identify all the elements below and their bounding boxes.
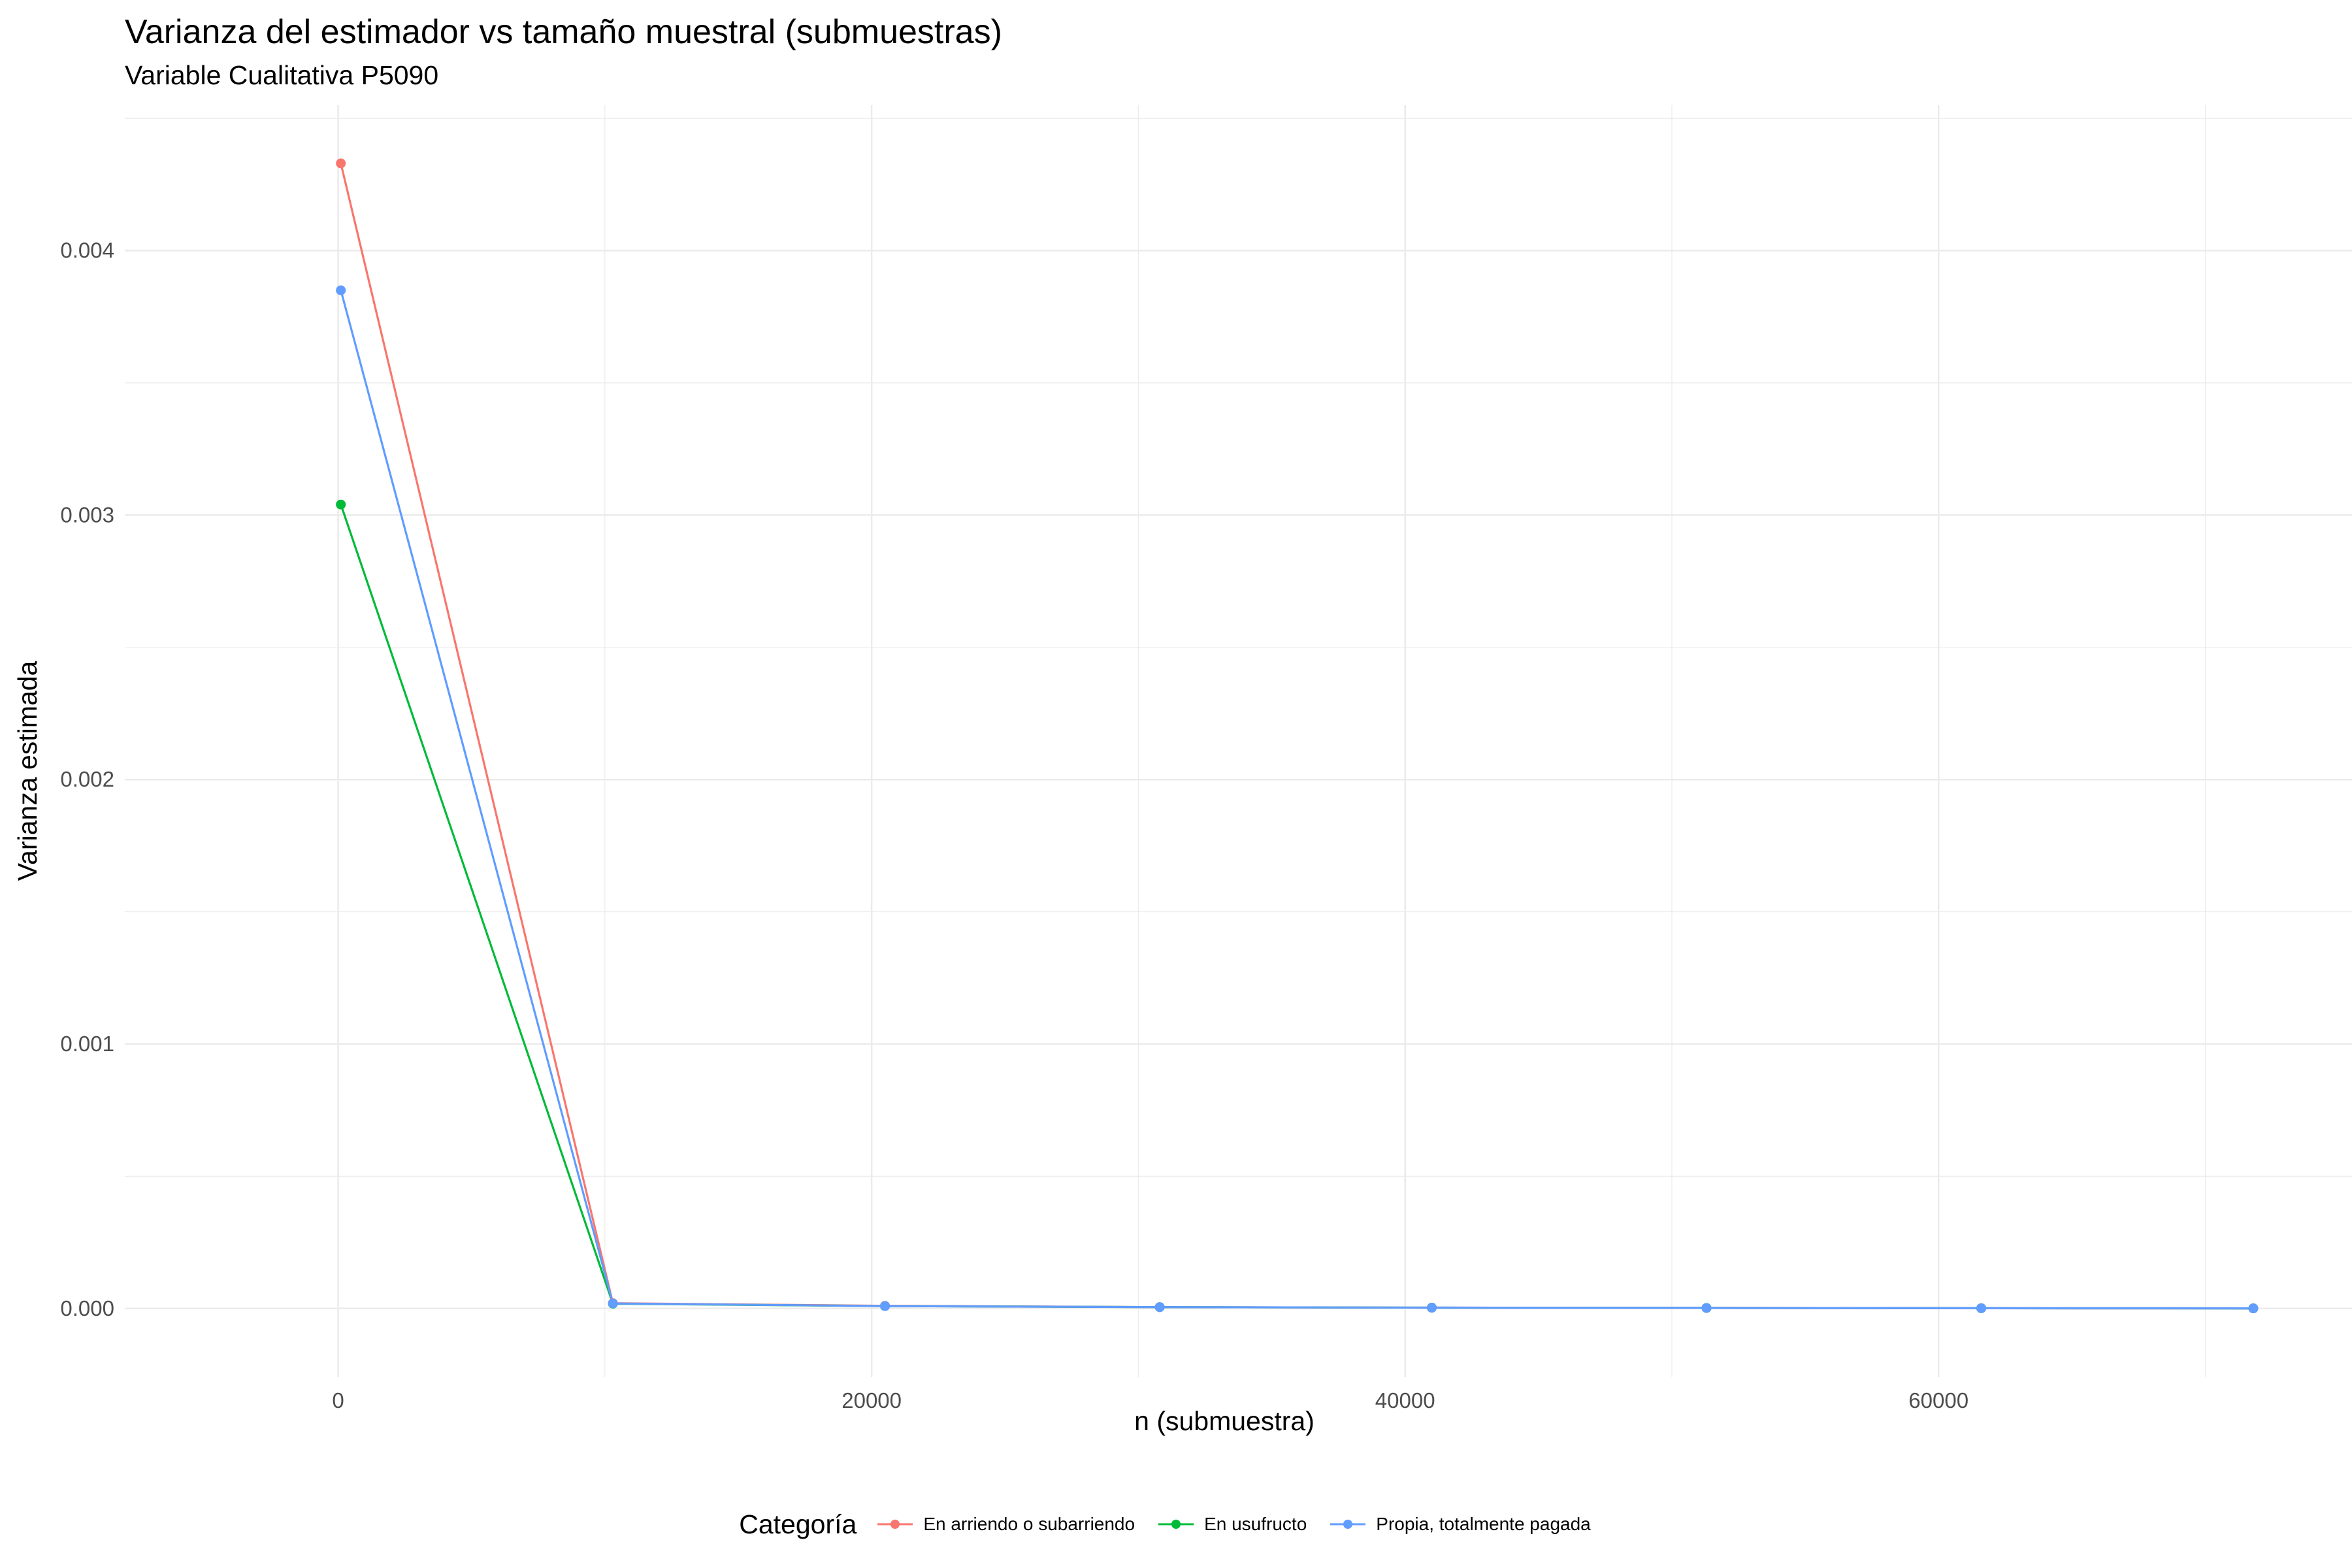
data-point	[1701, 1303, 1712, 1313]
grid-lines	[125, 105, 2352, 1377]
series-points	[336, 158, 2259, 1314]
legend-key-propia	[1330, 1520, 1366, 1529]
data-point	[336, 158, 346, 169]
series-line	[340, 504, 2253, 1310]
x-tick-label: 40000	[1375, 1388, 1435, 1413]
x-axis-title: n (submuestra)	[1134, 1406, 1315, 1436]
series-line	[340, 163, 2253, 1310]
y-axis-title: Varianza estimada	[12, 661, 42, 881]
legend-key-en-usufructo	[1158, 1520, 1194, 1529]
x-tick-label: 0	[332, 1388, 344, 1413]
y-tick-label: 0.003	[60, 502, 114, 527]
legend-title: Categoría	[739, 1509, 857, 1539]
data-point	[1976, 1303, 1987, 1313]
data-point	[880, 1301, 890, 1311]
legend-label-en-arriendo: En arriendo o subarriendo	[923, 1514, 1135, 1534]
x-tick-label: 20000	[841, 1388, 902, 1413]
legend-item-propia: Propia, totalmente pagada	[1329, 1511, 1591, 1537]
y-tick-label: 0.000	[60, 1296, 114, 1320]
series-line	[340, 289, 2253, 1310]
tick-labels: 0 20000 40000 60000 0.000 0.001 0.002 0.003 0.00…	[60, 238, 1968, 1413]
legend-label-propia: Propia, totalmente pagada	[1376, 1514, 1591, 1534]
series-lines	[340, 163, 2253, 1310]
legend-label-en-usufructo: En usufructo	[1204, 1514, 1307, 1534]
data-point	[2248, 1303, 2259, 1314]
line-chart: 0 20000 40000 60000 0.000 0.001 0.002 0.003 0.00…	[12, 105, 2352, 1436]
data-point	[1154, 1302, 1165, 1313]
chart-title: Varianza del estimador vs tamaño muestra…	[125, 13, 1002, 51]
legend: Categoría En arriendo o subarriendo En u…	[0, 1501, 2352, 1548]
chart-subtitle: Variable Cualitativa P5090	[125, 60, 439, 90]
legend-item-en-usufructo: En usufructo	[1157, 1511, 1307, 1537]
legend-item-en-arriendo: En arriendo o subarriendo	[876, 1511, 1135, 1537]
data-point	[336, 499, 346, 510]
legend-key-en-arriendo	[877, 1520, 913, 1529]
y-tick-label: 0.004	[60, 238, 114, 263]
x-tick-label: 60000	[1908, 1388, 1968, 1413]
y-tick-label: 0.002	[60, 767, 114, 791]
data-point	[608, 1298, 618, 1309]
data-point	[336, 285, 346, 295]
y-tick-label: 0.001	[60, 1032, 114, 1056]
data-point	[1426, 1303, 1437, 1313]
